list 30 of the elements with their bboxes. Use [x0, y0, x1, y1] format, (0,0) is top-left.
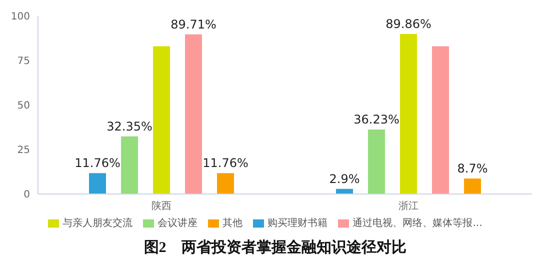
y-tick-label: 100 — [10, 12, 30, 23]
bar — [185, 34, 202, 194]
data-label: 11.76% — [202, 156, 248, 170]
data-label: 2.9% — [329, 172, 360, 186]
data-label: 89.71% — [170, 17, 216, 32]
bar — [368, 130, 385, 194]
bar — [89, 173, 106, 194]
y-tick-label: 25 — [17, 145, 30, 156]
legend-label: 通过电视、网络、媒体等报... — [352, 218, 482, 229]
data-label: 89.86% — [386, 17, 432, 32]
y-tick-label: 75 — [17, 56, 30, 68]
data-label: 11.76% — [74, 156, 120, 170]
x-tick-label: 浙江 — [398, 200, 418, 212]
bar — [464, 178, 481, 194]
legend-label: 与亲人朋友交流 — [62, 218, 133, 229]
legend-label: 其他 — [222, 218, 243, 229]
text: 图2 两省投资者掌握金融知识途径对比 — [142, 238, 408, 257]
data-label: 32.35% — [106, 119, 152, 134]
bar — [153, 46, 170, 194]
bar — [432, 46, 449, 194]
y-tick-label: 0 — [24, 190, 30, 201]
y-tick-label: 50 — [17, 100, 30, 112]
x-tick-label: 陕西 — [152, 200, 172, 212]
legend-label: 会议讲座 — [158, 218, 198, 229]
legend-label: 购买理财书籍 — [268, 218, 328, 229]
data-label: 36.23% — [354, 112, 400, 127]
bar — [217, 173, 234, 194]
bar — [121, 136, 138, 194]
data-label: 8.7% — [457, 162, 488, 176]
bar — [400, 34, 417, 194]
